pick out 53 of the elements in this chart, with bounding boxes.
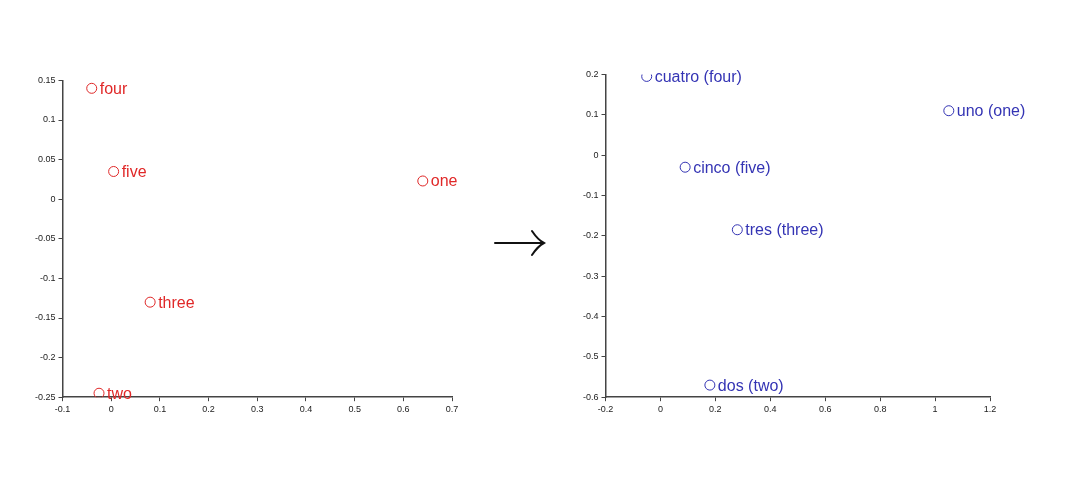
- x-tick-label: 0.8: [873, 404, 887, 415]
- annotation: uno (one): [956, 102, 1026, 120]
- x-tick-label: 0.6: [397, 404, 410, 415]
- x-tick-label: 1: [932, 404, 938, 415]
- y-tick-label: 0.1: [43, 114, 56, 125]
- x-tick-label: 1.2: [983, 404, 997, 415]
- y-tick-label: 0.05: [37, 154, 56, 165]
- x-tick-label: 0.5: [348, 404, 361, 415]
- y-tick-label: -0.1: [40, 272, 56, 283]
- point: [417, 175, 429, 187]
- annotation: cinco (five): [693, 158, 771, 176]
- x-tick-label: 0.1: [153, 404, 167, 415]
- y-tick-label: -0.2: [582, 230, 599, 241]
- point: [731, 224, 743, 236]
- x-tick-label: 0: [657, 404, 663, 415]
- point: [93, 387, 105, 398]
- annotation: cuatro (four): [654, 67, 742, 85]
- x-tick-label: -0.2: [597, 404, 614, 415]
- y-tick-label: 0.2: [585, 68, 599, 79]
- point: [943, 105, 955, 117]
- y-tick-label: 0: [593, 149, 599, 160]
- x-tick-label: 0.7: [445, 404, 459, 415]
- point: [704, 379, 716, 391]
- y-tick-label: 0.15: [37, 74, 56, 85]
- y-tick-label: -0.05: [35, 233, 56, 244]
- point: [679, 161, 691, 173]
- y-tick-label: -0.4: [582, 310, 599, 321]
- annotation: one: [430, 172, 458, 190]
- x-tick-label: 0.2: [202, 404, 215, 415]
- x-tick-label: 0.4: [764, 404, 777, 415]
- point: [108, 165, 120, 177]
- x-tick-label: 0.6: [818, 404, 832, 415]
- x-tick-label: 0.2: [709, 404, 722, 415]
- y-tick-label: 0.1: [585, 109, 599, 120]
- y-tick-label: -0.15: [35, 312, 56, 323]
- x-tick-label: 0.3: [251, 404, 264, 415]
- annotation: four: [99, 79, 128, 97]
- y-tick-label: -0.5: [582, 351, 599, 362]
- annotation: tres (three): [745, 221, 824, 239]
- point: [86, 82, 98, 94]
- x-tick-label: -0.1: [54, 404, 71, 415]
- y-tick-label: 0: [50, 193, 56, 204]
- annotation: dos (two): [717, 376, 784, 394]
- y-tick-label: -0.1: [582, 189, 599, 200]
- y-tick-label: -0.25: [35, 391, 56, 402]
- point: [144, 296, 156, 308]
- annotation: five: [121, 162, 147, 180]
- annotation: three: [158, 293, 195, 311]
- y-tick-label: -0.3: [582, 270, 599, 281]
- x-tick-label: 0: [108, 404, 114, 415]
- y-tick-label: -0.6: [582, 391, 599, 402]
- y-tick-label: -0.2: [40, 352, 56, 363]
- x-tick-label: 0.4: [299, 404, 313, 415]
